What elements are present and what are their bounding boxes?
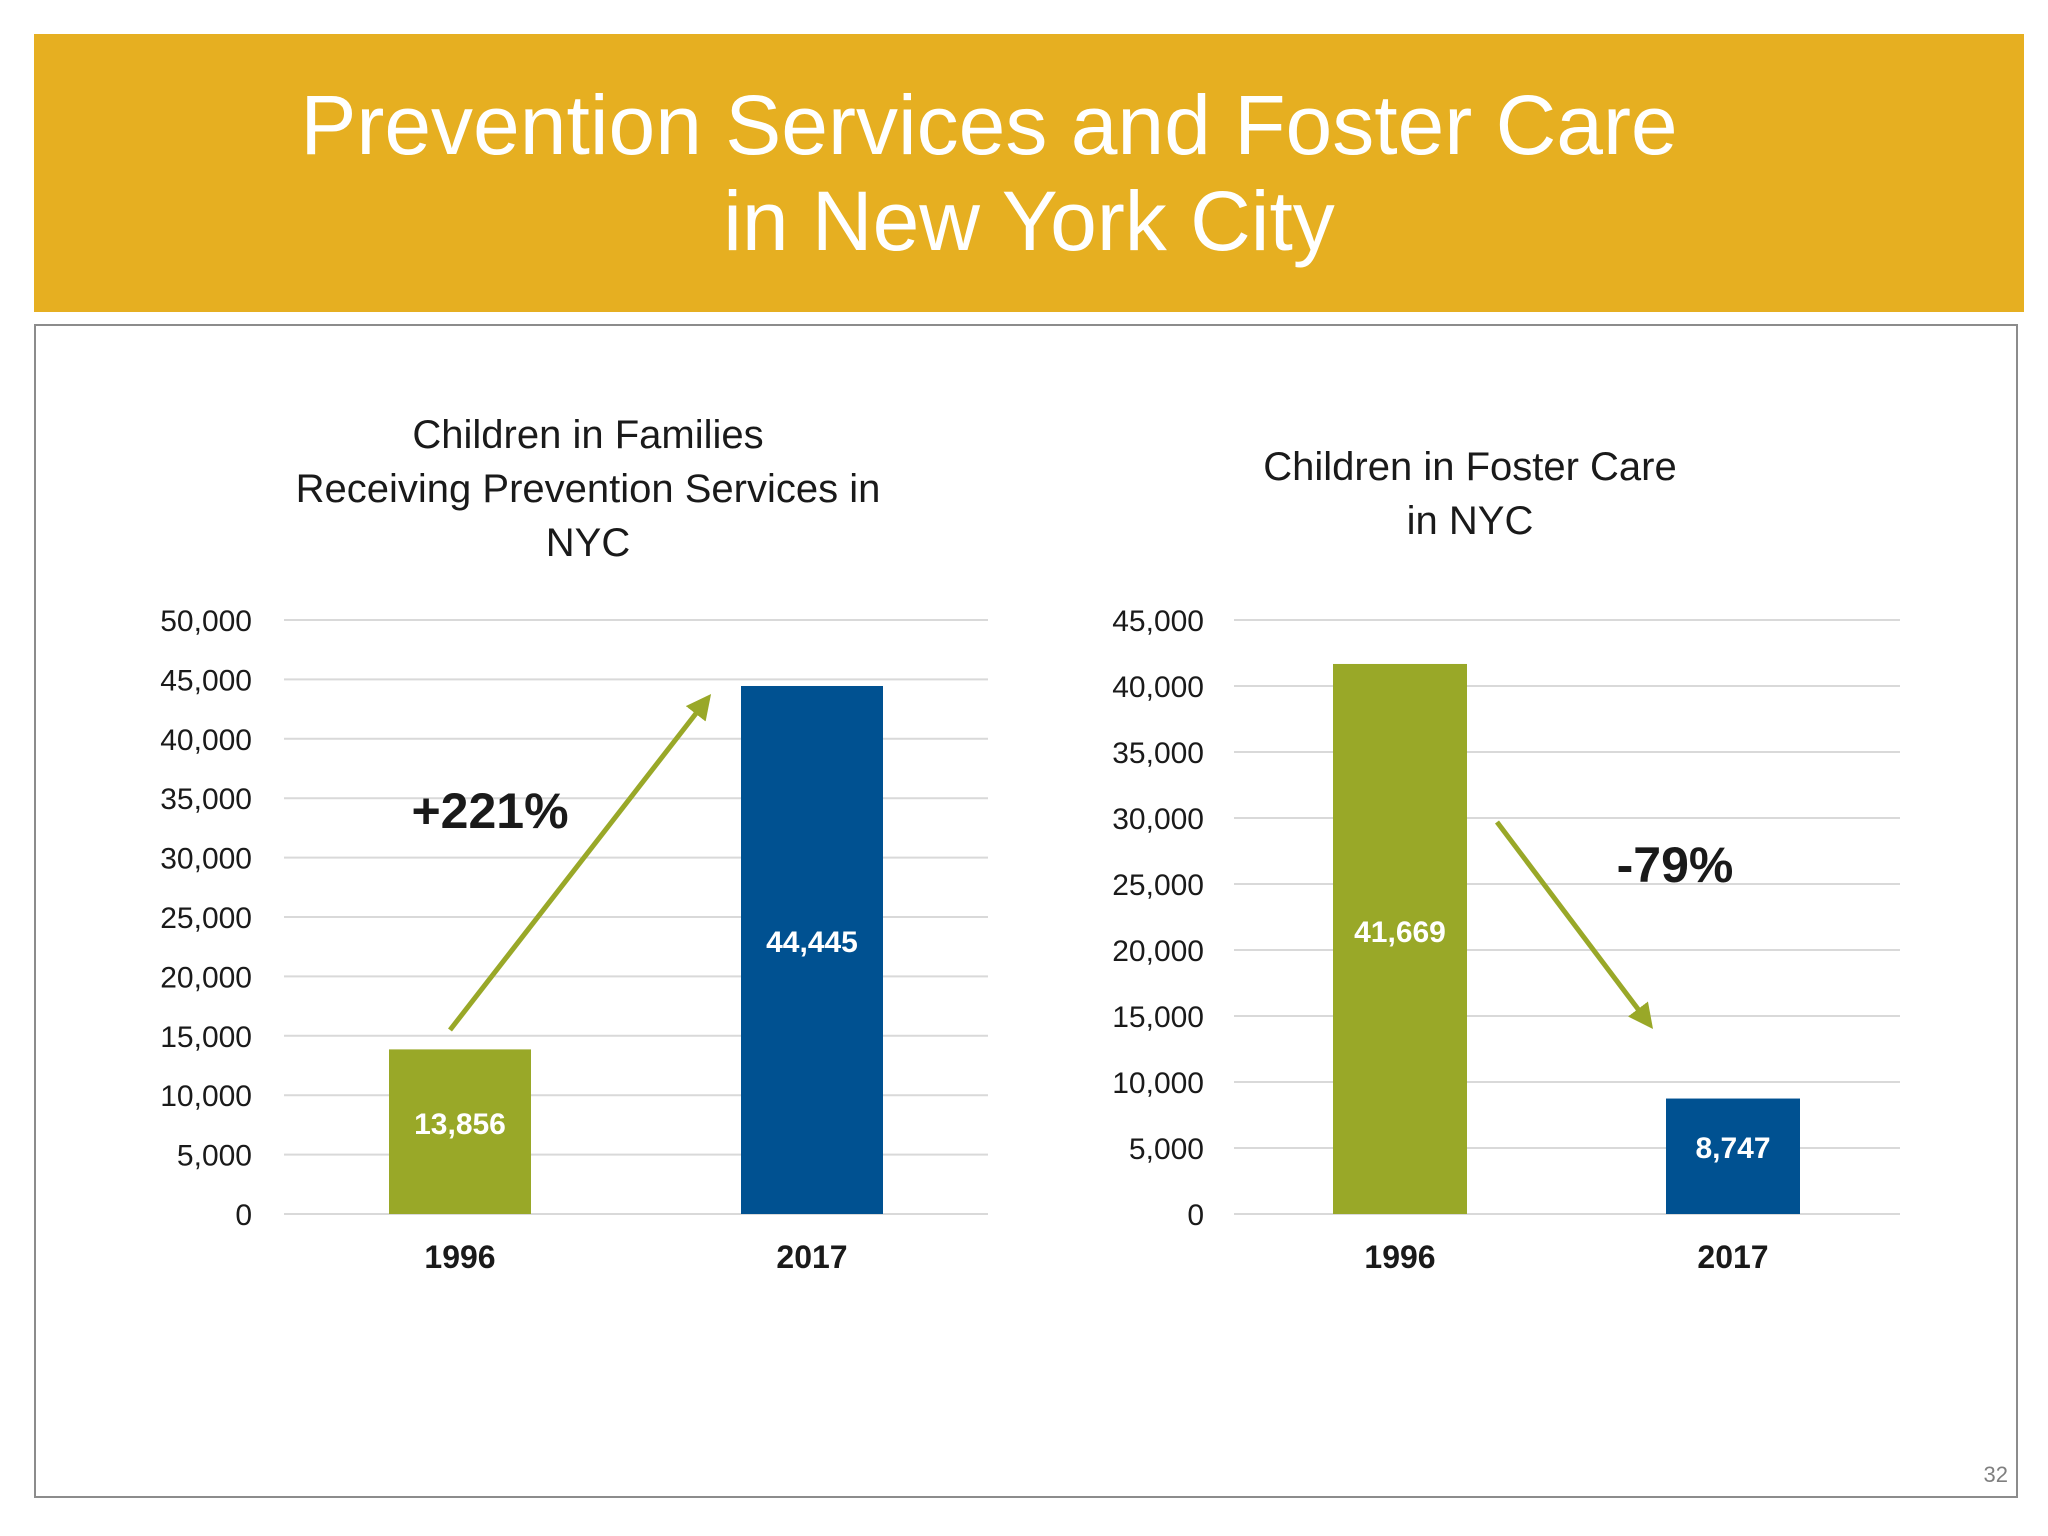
chart1-data-label-1996: 13,856: [414, 1108, 506, 1141]
chart2-ytick-label: 35,000: [1112, 737, 1204, 770]
chart2-data-label-1996: 41,669: [1354, 916, 1446, 949]
chart1-ytick-label: 15,000: [160, 1021, 252, 1054]
content-panel: [34, 324, 2018, 1498]
chart2-bar-1996: [1333, 663, 1467, 1214]
chart2-ytick-label: 45,000: [1112, 605, 1204, 638]
chart2-ytick-label: 25,000: [1112, 869, 1204, 902]
chart1-ytick-label: 20,000: [160, 961, 252, 994]
chart2-ytick-label: 0: [1187, 1199, 1204, 1232]
chart1-change-annotation: +221%: [411, 783, 568, 839]
chart1-title-line-3: NYC: [546, 521, 630, 565]
title-line-1: Prevention Services and Foster Care: [300, 78, 1678, 172]
chart2-category-label-2017: 2017: [1697, 1239, 1768, 1275]
chart2-category-label-1996: 1996: [1364, 1239, 1435, 1275]
chart1-title-line-1: Children in Families: [412, 413, 763, 457]
chart1-ytick-label: 25,000: [160, 902, 252, 935]
title-line-2: in New York City: [723, 174, 1335, 268]
chart1-ytick-label: 50,000: [160, 605, 252, 638]
chart2-ytick-label: 15,000: [1112, 1001, 1204, 1034]
title-banner: Prevention Services and Foster Care in N…: [34, 34, 2024, 312]
chart1-ytick-label: 0: [235, 1199, 252, 1232]
chart1-ytick-label: 5,000: [177, 1140, 252, 1173]
chart1-bar-2017: [741, 685, 883, 1214]
chart2-ytick-label: 20,000: [1112, 935, 1204, 968]
page-number: 32: [1983, 1462, 2008, 1487]
chart1-ytick-label: 10,000: [160, 1080, 252, 1113]
chart1-bar-1996: [389, 1049, 531, 1214]
chart2-ytick-label: 40,000: [1112, 671, 1204, 704]
chart2-ytick-label: 5,000: [1129, 1133, 1204, 1166]
chart1-data-label-2017: 44,445: [766, 926, 858, 959]
chart2-bar-2017: [1666, 1098, 1800, 1214]
chart2-title-line-2: in NYC: [1407, 499, 1534, 543]
chart1-category-label-1996: 1996: [424, 1239, 495, 1275]
chart2-trend-arrow: [1495, 820, 1654, 1029]
chart1-title-line-2: Receiving Prevention Services in: [296, 467, 881, 511]
chart2-ytick-label: 10,000: [1112, 1067, 1204, 1100]
chart1-ytick-label: 45,000: [160, 664, 252, 697]
chart1-trend-arrow: [448, 694, 712, 1032]
chart1-ytick-label: 40,000: [160, 724, 252, 757]
chart1-category-label-2017: 2017: [776, 1239, 847, 1275]
chart1-ytick-label: 30,000: [160, 843, 252, 876]
chart1-ytick-label: 35,000: [160, 783, 252, 816]
chart2-title-line-1: Children in Foster Care: [1263, 445, 1677, 489]
chart2-ytick-label: 30,000: [1112, 803, 1204, 836]
chart2-data-label-2017: 8,747: [1695, 1132, 1770, 1165]
chart2-change-annotation: -79%: [1617, 837, 1734, 893]
